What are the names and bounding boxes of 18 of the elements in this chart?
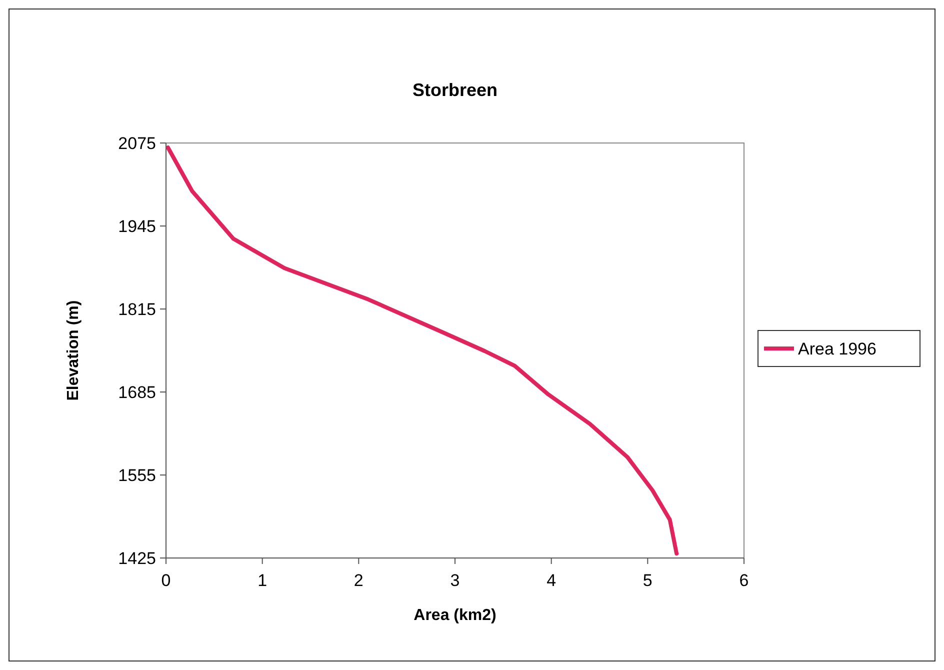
y-tick-label: 1815 xyxy=(118,300,156,319)
x-tick-label: 6 xyxy=(739,571,749,590)
y-tick-label: 2075 xyxy=(118,134,156,153)
x-tick-label: 4 xyxy=(546,571,556,590)
x-tick-label: 5 xyxy=(642,571,652,590)
x-axis-title: Area (km2) xyxy=(414,607,496,624)
legend-label: Area 1996 xyxy=(798,340,876,358)
x-tick-label: 1 xyxy=(258,571,268,590)
y-tick-label: 1555 xyxy=(118,466,156,485)
line-series xyxy=(166,145,679,556)
y-tick-label: 1685 xyxy=(118,383,156,402)
chart-title: Storbreen xyxy=(412,80,498,100)
y-axis-title: Elevation (m) xyxy=(65,300,82,401)
y-tick-label: 1945 xyxy=(118,217,156,236)
y-tick-label: 1425 xyxy=(118,549,156,568)
x-tick-label: 0 xyxy=(161,571,171,590)
x-tick-label: 2 xyxy=(354,571,364,590)
x-tick-label: 3 xyxy=(450,571,460,590)
